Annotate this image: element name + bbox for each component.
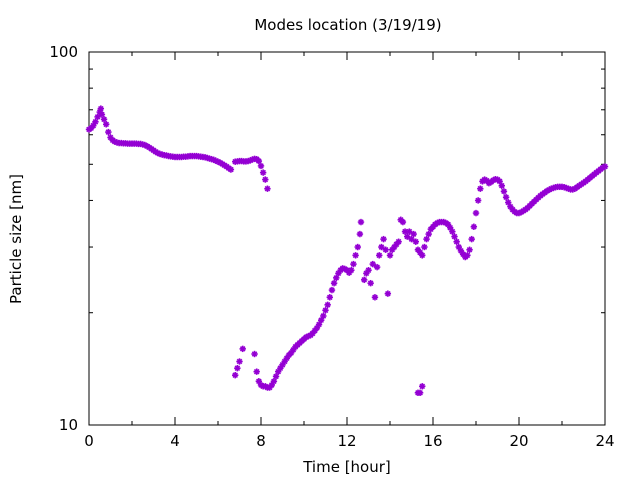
data-point [94,113,101,121]
data-point [406,228,413,235]
data-point [399,218,407,226]
data-point [425,230,432,238]
x-tick-label: 0 [84,432,94,450]
data-point [502,194,510,201]
data-point [357,218,365,226]
chart-title: Modes location (3/19/19) [254,16,441,34]
x-tick-label: 8 [256,432,266,450]
x-tick-label: 16 [423,432,442,450]
data-point [371,294,379,301]
data-point [259,169,267,176]
data-point [404,233,411,240]
data-point [356,230,364,238]
data-point [376,252,383,259]
data-point [330,279,338,287]
data-point [361,276,368,284]
data-point [453,238,460,245]
x-tick-label: 24 [595,432,614,450]
data-point [412,238,419,245]
data-point [105,128,112,136]
data-point [369,260,376,268]
y-tick-label: 10 [59,416,78,434]
data-point [464,252,471,259]
data-point [384,290,392,297]
data-point [367,279,374,287]
data-points [85,105,609,396]
data-point [90,122,97,129]
x-axis-label: Time [hour] [302,458,391,476]
data-point [421,243,428,251]
data-point [232,371,239,379]
data-point [352,252,359,259]
data-point [365,267,372,274]
data-point [322,307,329,314]
data-point [98,111,106,118]
data-point [457,247,465,255]
data-point [270,378,278,385]
data-point [449,228,456,235]
data-point [251,350,258,358]
data-point [373,263,381,271]
data-point [350,260,357,268]
data-point [466,246,473,253]
plot-frame [88,51,606,426]
data-point [103,121,110,128]
data-point [234,364,241,372]
x-tick-label: 12 [337,432,356,450]
data-point [410,230,417,238]
data-point [423,235,430,243]
data-point [382,246,389,253]
y-tick-label: 100 [49,43,78,61]
data-point [470,223,478,230]
data-point [100,116,108,123]
data-point [416,389,424,396]
data-point [328,286,336,294]
data-point [272,373,280,380]
data-point [386,252,394,259]
data-point [236,358,243,365]
data-point [227,166,235,173]
data-point [97,105,105,112]
data-point [92,118,99,125]
data-point [498,182,505,189]
axis-ticks: 0 4 8 12 16 20 24 10 100 [49,43,614,450]
data-point [477,185,484,192]
data-point [239,345,246,353]
data-point [324,301,331,309]
data-point [255,157,263,165]
data-point [451,233,458,240]
data-point [326,294,333,301]
data-point [257,162,265,170]
data-point [262,176,269,183]
data-point [419,252,426,259]
data-point [380,235,387,243]
data-point [320,312,327,320]
data-point [354,243,361,251]
data-point [468,235,475,243]
data-point [378,243,385,251]
data-point [253,368,260,375]
data-point [264,185,271,192]
y-axis-label: Particle size [nm] [7,174,25,304]
data-point [472,209,480,217]
data-point [419,383,426,390]
x-tick-label: 4 [170,432,180,450]
data-point [474,197,482,204]
data-point [348,267,355,274]
data-point [500,188,508,195]
data-point [395,238,402,245]
data-point [408,235,415,243]
x-tick-label: 20 [509,432,528,450]
data-point [601,163,609,170]
